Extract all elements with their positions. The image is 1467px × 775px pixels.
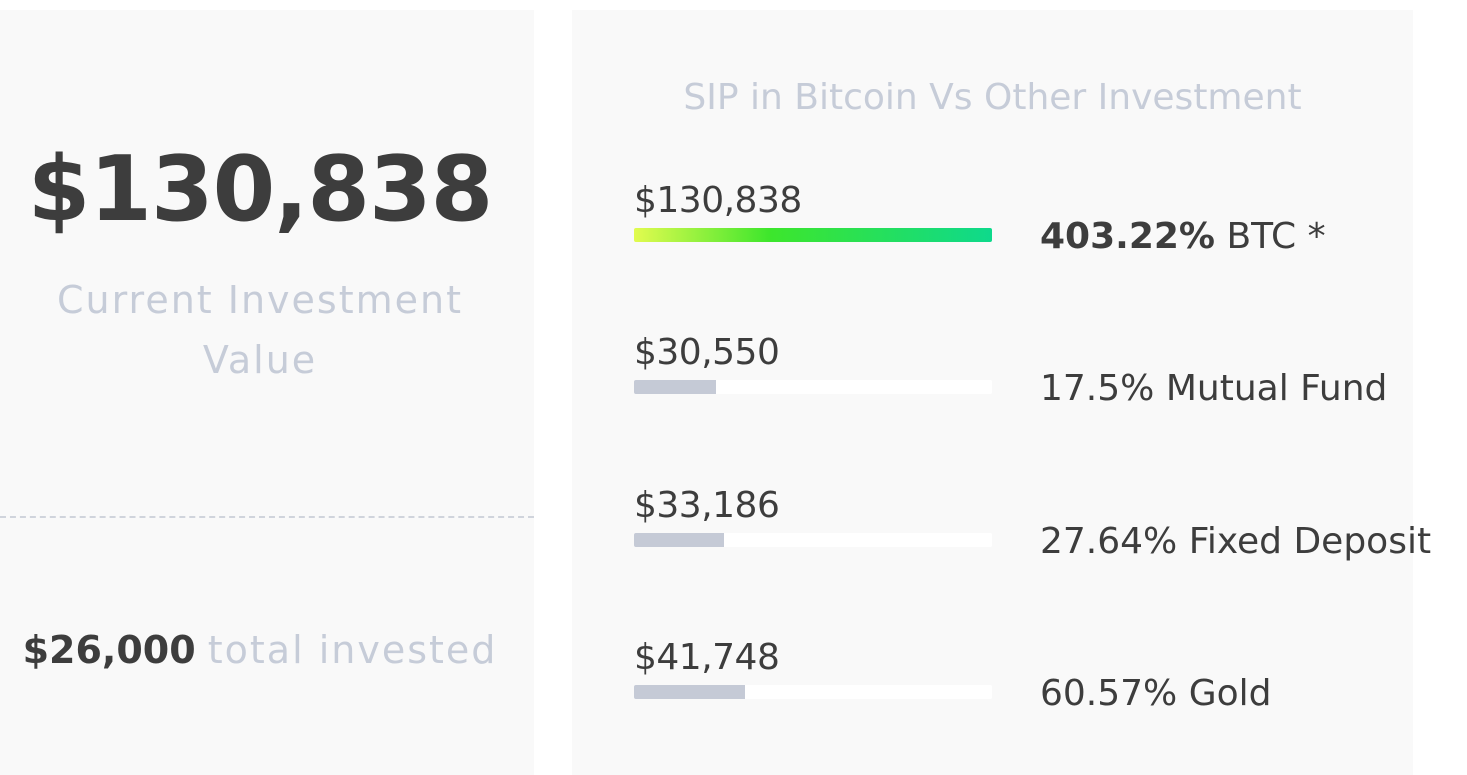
dashed-divider [0, 516, 534, 518]
comparison-bar-fill [634, 533, 724, 547]
comparison-bar-fill [634, 228, 992, 242]
investment-comparison-panel: SIP in Bitcoin Vs Other Investment $130,… [572, 10, 1431, 775]
investment-summary-panel: $130,838 Current Investment Value $26,00… [0, 10, 534, 775]
comparison-asset-name: BTC * [1226, 216, 1326, 257]
comparison-asset-name: Fixed Deposit [1188, 521, 1432, 562]
total-invested-label: total invested [207, 628, 498, 672]
comparison-asset-name: Gold [1188, 673, 1272, 714]
comparison-amount: $130,838 [634, 180, 802, 221]
comparison-percent: 17.5% [1040, 368, 1155, 409]
comparison-row-fixed-deposit: $33,186 27.64% Fixed Deposit [572, 483, 1467, 583]
comparison-row-gold: $41,748 60.57% Gold [572, 635, 1467, 735]
comparison-bar-fill [634, 685, 745, 699]
total-invested-amount: $26,000 [22, 628, 196, 672]
current-investment-value: $130,838 [27, 137, 494, 242]
current-investment-label: Current Investment Value [56, 278, 464, 382]
comparison-percent: 60.57% [1040, 673, 1178, 714]
comparison-bar-track [634, 380, 992, 394]
comparison-amount: $41,748 [634, 637, 780, 678]
comparison-bar-track [634, 533, 992, 547]
comparison-bar-fill [634, 380, 717, 394]
comparison-percent: 27.64% [1040, 521, 1178, 562]
comparison-percent: 403.22% [1040, 216, 1215, 257]
comparison-label: 17.5% Mutual Fund [1040, 366, 1387, 412]
comparison-bar-track [634, 228, 992, 242]
comparison-row-btc: $130,838 403.22% BTC * [572, 178, 1467, 278]
comparison-amount: $33,186 [634, 485, 780, 526]
comparison-label: 60.57% Gold [1040, 671, 1272, 717]
comparison-title: SIP in Bitcoin Vs Other Investment [683, 77, 1302, 118]
total-invested-line: $26,000 total invested [0, 620, 520, 680]
comparison-label: 27.64% Fixed Deposit [1040, 519, 1431, 565]
comparison-asset-name: Mutual Fund [1165, 368, 1388, 409]
comparison-amount: $30,550 [634, 332, 780, 373]
comparison-row-mutual-fund: $30,550 17.5% Mutual Fund [572, 330, 1467, 430]
comparison-label: 403.22% BTC * [1040, 214, 1326, 260]
comparison-bar-track [634, 685, 992, 699]
